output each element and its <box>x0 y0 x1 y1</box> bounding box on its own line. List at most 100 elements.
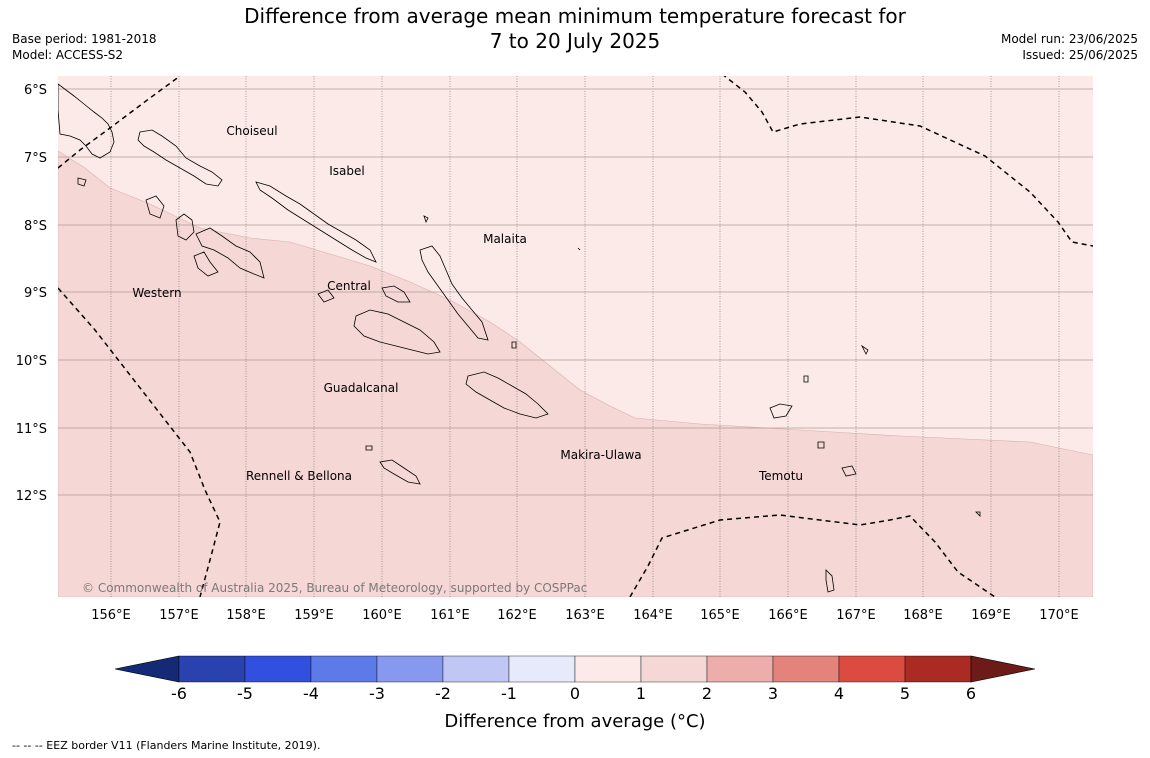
isabel-coast <box>255 181 377 263</box>
ulawa-coast <box>511 341 517 349</box>
colorbar-tick-label: 3 <box>768 684 778 703</box>
choiseul-coast <box>137 129 223 187</box>
lat-label: 7°S <box>24 151 47 166</box>
colorbar-segment <box>640 655 708 683</box>
colorbar-tick-label: 6 <box>966 684 976 703</box>
band-1-to-2 <box>58 150 1093 597</box>
vella-coast <box>145 195 165 219</box>
label-rennell-bellona: Rennell & Bellona <box>246 469 352 483</box>
bougainville-coast <box>58 83 115 159</box>
lon-label: 162°E <box>497 608 537 623</box>
lat-label: 10°S <box>16 354 47 369</box>
colorbar-segment <box>508 655 576 683</box>
issued-date: Issued: 25/06/2025 <box>1022 48 1138 62</box>
label-central: Central <box>327 279 371 293</box>
label-temotu: Temotu <box>758 469 803 483</box>
lon-label: 165°E <box>700 608 740 623</box>
colorbar-tick-label: 4 <box>834 684 844 703</box>
lat-grid <box>58 88 1093 496</box>
colorbar-segment <box>706 655 774 683</box>
colorbar-tick-label: -1 <box>501 684 517 703</box>
ontong-java-coast <box>577 247 581 251</box>
model-name: Model: ACCESS-S2 <box>12 48 124 62</box>
colorbar-tick-label: -6 <box>171 684 187 703</box>
base-period: Base period: 1981-2018 <box>12 32 157 46</box>
label-malaita: Malaita <box>483 232 527 246</box>
lon-label: 157°E <box>159 608 199 623</box>
lon-label: 164°E <box>633 608 673 623</box>
lon-label: 159°E <box>294 608 334 623</box>
title-line-2: 7 to 20 July 2025 <box>489 29 661 53</box>
colorbar-tick-label: -2 <box>435 684 451 703</box>
lon-label: 169°E <box>971 608 1011 623</box>
label-choiseul: Choiseul <box>226 124 277 138</box>
lon-label: 161°E <box>430 608 470 623</box>
colorbar-tick-label: 5 <box>900 684 910 703</box>
colorbar-segment <box>838 655 906 683</box>
label-isabel: Isabel <box>329 164 364 178</box>
map-title: Difference from average mean minimum tem… <box>0 4 1150 54</box>
grid <box>110 76 1060 597</box>
western-islands-coast <box>195 227 265 279</box>
lon-label: 160°E <box>362 608 402 623</box>
colorbar-ticks: -6 -5 -4 -3 -2 -1 0 1 2 3 4 5 6 <box>171 684 976 703</box>
tikopia-coast <box>825 569 835 593</box>
coastlines <box>58 83 981 593</box>
colorbar-tick-label: -4 <box>303 684 319 703</box>
label-guadalcanal: Guadalcanal <box>324 381 399 395</box>
santa-cruz-coast <box>769 403 793 419</box>
colorbar-segment <box>178 655 246 683</box>
colorbar-segment <box>904 655 972 683</box>
meta-right: Model run: 23/06/2025 Issued: 25/06/2025 <box>1001 31 1138 63</box>
vanikoro-coast <box>841 465 857 477</box>
lat-label: 11°S <box>16 422 47 437</box>
meta-left: Base period: 1981-2018 Model: ACCESS-S2 <box>12 31 157 63</box>
lat-label: 8°S <box>24 219 47 234</box>
colorbar-tick-label: 2 <box>702 684 712 703</box>
colorbar-tick-label: -3 <box>369 684 385 703</box>
rennell-coast <box>379 459 421 485</box>
colorbar-segment <box>442 655 510 683</box>
rendova-coast <box>193 251 219 277</box>
colorbar-extend-low <box>114 655 180 683</box>
eez-legend-note: -- -- -- EEZ border V11 (Flanders Marine… <box>12 739 321 752</box>
lon-label: 163°E <box>565 608 605 623</box>
bellona-coast <box>365 445 373 451</box>
label-western: Western <box>132 286 181 300</box>
lat-label: 9°S <box>24 286 47 301</box>
lon-label: 156°E <box>91 608 131 623</box>
florida-islands-coast <box>381 285 411 303</box>
title-line-1: Difference from average mean minimum tem… <box>244 4 906 28</box>
duff-islands-coast <box>860 344 869 355</box>
province-labels: Choiseul Isabel Malaita Western Central … <box>132 124 803 483</box>
colorbar-tick-label: 1 <box>636 684 646 703</box>
lon-label: 158°E <box>226 608 266 623</box>
copyright-note: © Commonwealth of Australia 2025, Bureau… <box>82 581 587 595</box>
lon-label: 166°E <box>768 608 808 623</box>
colorbar <box>114 655 1036 683</box>
lat-label: 12°S <box>16 489 47 504</box>
utupua-coast <box>817 441 825 449</box>
malaita-coast <box>419 245 489 341</box>
colorbar-tick-label: -5 <box>237 684 253 703</box>
guadalcanal-coast <box>353 309 441 355</box>
anuta-coast <box>975 511 981 517</box>
forecast-field <box>58 76 1093 597</box>
makira-coast <box>465 371 549 419</box>
reef-islands-coast <box>803 375 809 383</box>
colorbar-segment <box>376 655 444 683</box>
lon-label: 170°E <box>1039 608 1079 623</box>
colorbar-segment <box>772 655 840 683</box>
model-run: Model run: 23/06/2025 <box>1000 32 1138 46</box>
lat-tick-labels: 6°S 7°S 8°S 9°S 10°S 11°S 12°S <box>16 83 47 504</box>
lon-label: 168°E <box>903 608 943 623</box>
lon-tick-labels: 156°E 157°E 158°E 159°E 160°E 161°E 162°… <box>91 608 1079 623</box>
new-georgia-coast <box>175 213 195 241</box>
colorbar-segment <box>244 655 312 683</box>
colorbar-segment <box>574 655 642 683</box>
sikaiana-coast <box>423 215 429 224</box>
lat-label: 6°S <box>24 83 47 98</box>
colorbar-tick-label: 0 <box>570 684 580 703</box>
colorbar-label: Difference from average (°C) <box>444 711 705 732</box>
